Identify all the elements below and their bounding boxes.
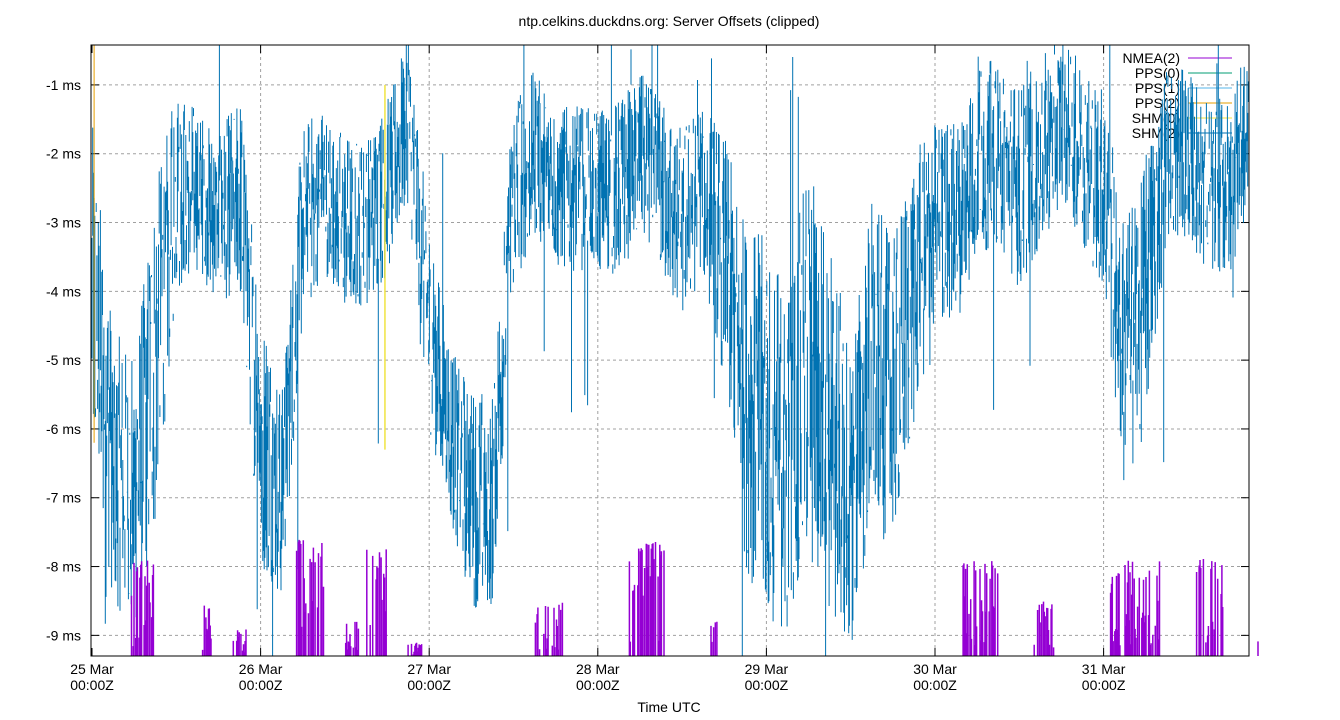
legend-label: NMEA(2) [1122, 50, 1180, 66]
legend-label: PPS(2) [1135, 95, 1180, 111]
series-shm2-line [91, 45, 1249, 656]
x-tick-label-day: 25 Mar [70, 661, 114, 677]
x-tick-label-day: 26 Mar [239, 661, 283, 677]
y-tick-label: -9 ms [46, 627, 81, 643]
y-tick-labels: -1 ms -2 ms -3 ms -4 ms -5 ms -6 ms -7 ms -8 ms… [46, 77, 81, 643]
chart-title: ntp.celkins.duckdns.org: Server Offsets … [519, 13, 820, 29]
x-tick-label-time: 00:00Z [745, 677, 789, 693]
plot-area [91, 45, 1259, 656]
x-tick-label-time: 00:00Z [407, 677, 451, 693]
y-tick-label: -1 ms [46, 77, 81, 93]
y-tick-label: -2 ms [46, 146, 81, 162]
series-nmea2-burst [344, 621, 360, 656]
x-axis-label: Time UTC [637, 699, 700, 715]
x-tick-label-time: 00:00Z [239, 677, 283, 693]
x-tick-label-time: 00:00Z [576, 677, 620, 693]
series-nmea2-burst [295, 539, 325, 656]
series-nmea2-burst [534, 602, 564, 656]
legend-label: SHM(0) [1132, 110, 1180, 126]
legend: NMEA(2)PPS(0)PPS(1)PPS(2)SHM(0)SHM(2) [1122, 50, 1232, 141]
x-tick-label-day: 31 Mar [1082, 661, 1126, 677]
x-tick-label-day: 30 Mar [913, 661, 957, 677]
y-tick-label: -7 ms [46, 490, 81, 506]
legend-label: PPS(0) [1135, 65, 1180, 81]
y-tick-label: -3 ms [46, 215, 81, 231]
legend-label: SHM(2) [1132, 125, 1180, 141]
series-nmea2-burst [366, 549, 387, 656]
series-nmea2-burst [710, 621, 718, 656]
series-nmea2-burst [130, 560, 155, 656]
series-nmea2-burst [1195, 559, 1224, 656]
x-tick-label-time: 00:00Z [70, 677, 114, 693]
series-nmea2-burst [201, 605, 212, 656]
series-nmea2-burst [407, 642, 423, 656]
x-tick-label-time: 00:00Z [1082, 677, 1126, 693]
y-tick-label: -5 ms [46, 352, 81, 368]
series-nmea2-burst [1033, 601, 1055, 656]
legend-label: PPS(1) [1135, 80, 1180, 96]
y-tick-label: -4 ms [46, 283, 81, 299]
plot-border [90, 44, 1250, 657]
y-tick-label: -6 ms [46, 421, 81, 437]
x-tick-label-time: 00:00Z [913, 677, 957, 693]
series-nmea2-burst [628, 542, 665, 656]
series-nmea2-burst [962, 561, 999, 656]
x-tick-label-day: 28 Mar [576, 661, 620, 677]
x-tick-label-day: 27 Mar [407, 661, 451, 677]
series-nmea2-burst [1109, 560, 1161, 656]
x-tick-label-day: 29 Mar [745, 661, 789, 677]
series-nmea2-burst [232, 629, 247, 656]
y-tick-label: -8 ms [46, 559, 81, 575]
